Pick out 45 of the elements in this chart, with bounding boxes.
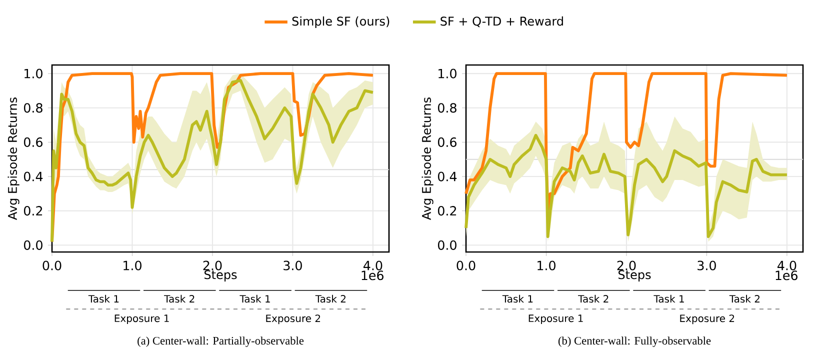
y-tick-label: 0.8 bbox=[24, 103, 42, 113]
y-tick-label: 0.4 bbox=[438, 172, 457, 182]
x-tick-label: 4.0 bbox=[364, 260, 382, 270]
y-tick-label: 0.4 bbox=[24, 172, 43, 182]
x-axis-title: Steps bbox=[204, 270, 237, 282]
x-tick-label: 2.0 bbox=[203, 260, 222, 270]
text: Task 1 bbox=[88, 294, 119, 303]
text: Task 2 bbox=[315, 294, 346, 303]
text: 1e6 bbox=[776, 270, 798, 280]
line-series bbox=[464, 72, 788, 212]
y-tick-label: 1.0 bbox=[438, 68, 456, 78]
text: Task 2 bbox=[729, 294, 760, 303]
y-tick-label: 1.0 bbox=[24, 68, 42, 78]
x-axis-title: Steps bbox=[618, 270, 651, 282]
text: Task 2 bbox=[164, 294, 194, 303]
y-tick-label: 0.2 bbox=[438, 206, 456, 216]
x-tick-label: 3.0 bbox=[698, 260, 716, 270]
x-tick-label: 1.0 bbox=[124, 260, 142, 270]
y-axis-title: Avg Episode Returns bbox=[8, 98, 20, 220]
text: Exposure 1 bbox=[114, 314, 169, 324]
text: Exposure 1 bbox=[528, 314, 583, 324]
y-tick-label: 0.0 bbox=[24, 240, 42, 250]
y-tick-label: 0.0 bbox=[438, 240, 456, 250]
legend-label: Simple SF (ours) bbox=[292, 16, 390, 28]
text: Task 1 bbox=[502, 294, 533, 303]
y-axis-title: Avg Episode Returns bbox=[422, 98, 434, 220]
x-tick-label: 0.0 bbox=[42, 260, 62, 270]
text: Task 2 bbox=[578, 294, 608, 303]
y-tick-label: 0.2 bbox=[24, 206, 42, 216]
text: Task 1 bbox=[240, 294, 270, 303]
text: (b) Center-wall: Fully-observable bbox=[558, 336, 711, 347]
legend-label: SF + Q-TD + Reward bbox=[440, 16, 563, 28]
x-tick-label: 2.0 bbox=[617, 260, 636, 270]
text: Task 1 bbox=[654, 294, 684, 303]
x-tick-label: 4.0 bbox=[778, 260, 796, 270]
x-tick-label: 3.0 bbox=[284, 260, 302, 270]
text: (a) Center-wall: Partially-observable bbox=[138, 336, 304, 347]
y-tick-label: 0.6 bbox=[24, 137, 42, 147]
y-tick-label: 0.8 bbox=[438, 103, 456, 113]
x-tick-label: 0.0 bbox=[456, 260, 476, 270]
text: Exposure 2 bbox=[680, 314, 734, 324]
y-tick-label: 0.6 bbox=[438, 137, 456, 147]
text: Exposure 2 bbox=[266, 314, 320, 324]
x-tick-label: 1.0 bbox=[538, 260, 556, 270]
text: 1e6 bbox=[362, 270, 384, 280]
